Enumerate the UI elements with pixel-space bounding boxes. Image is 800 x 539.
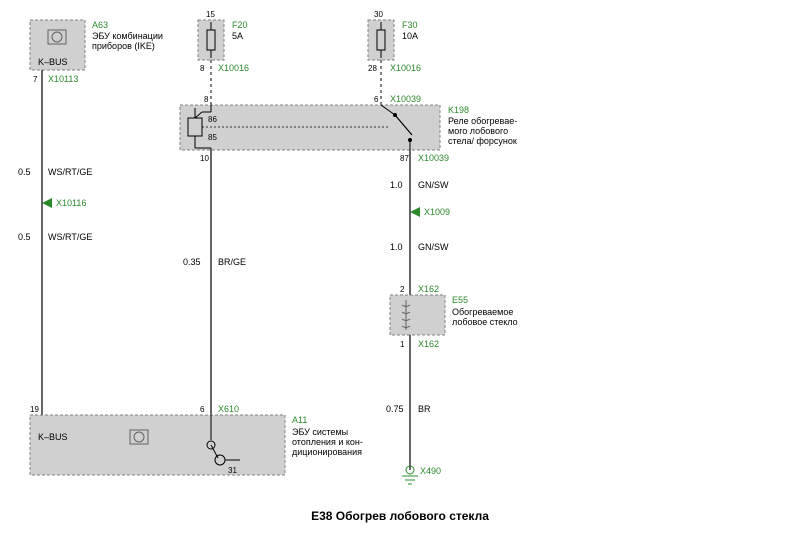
w1-pin7: 7 xyxy=(33,75,38,84)
a11-bus-label: K–BUS xyxy=(38,432,68,442)
w3-color-b: GN/SW xyxy=(418,242,449,252)
w4-gauge: 0.75 xyxy=(386,404,404,414)
k198-pin10: 10 xyxy=(200,154,209,163)
k198-pin86: 86 xyxy=(208,115,217,124)
a11-conn: X610 xyxy=(218,404,239,414)
w1-color-a: WS/RT/GE xyxy=(48,167,92,177)
component-k198 xyxy=(180,105,440,150)
component-e55 xyxy=(390,295,445,335)
k198-pin85: 85 xyxy=(208,133,217,142)
f20-desc: 5A xyxy=(232,31,243,41)
a11-ref: A11 xyxy=(292,415,307,425)
k198-desc-1: Реле обогревае- xyxy=(448,116,517,126)
w4-color: BR xyxy=(418,404,431,414)
diagram-title: E38 Обогрев лобового стекла xyxy=(311,509,489,523)
a63-desc-2: приборов (IKE) xyxy=(92,41,155,51)
k198-pin87: 87 xyxy=(400,154,409,163)
k198-desc-2: мого лобового xyxy=(448,126,508,136)
component-a11 xyxy=(30,415,285,475)
w2-color: BR/GE xyxy=(218,257,246,267)
a63-ref: A63 xyxy=(92,20,108,30)
f20-conn: X10016 xyxy=(218,63,249,73)
k198-pin8: 8 xyxy=(204,95,209,104)
a11-desc-1: ЭБУ системы xyxy=(292,427,348,437)
f20-ref: F20 xyxy=(232,20,248,30)
a11-pin31: 31 xyxy=(228,466,237,475)
f20-top-pin: 15 xyxy=(206,10,215,19)
w3-gauge-b: 1.0 xyxy=(390,242,403,252)
k198-ref: K198 xyxy=(448,105,469,115)
e55-pin-bot: 1 xyxy=(400,340,405,349)
f30-desc: 10A xyxy=(402,31,418,41)
w2-gauge: 0.35 xyxy=(183,257,201,267)
a11-desc-2: отопления и кон- xyxy=(292,437,363,447)
f30-ref: F30 xyxy=(402,20,418,30)
e55-conn-top: X162 xyxy=(418,284,439,294)
w3-mid-conn: X1009 xyxy=(424,207,450,217)
w4-ground: X490 xyxy=(420,466,441,476)
k198-pin6: 6 xyxy=(374,95,379,104)
w3-gauge-a: 1.0 xyxy=(390,180,403,190)
w1-color-b: WS/RT/GE xyxy=(48,232,92,242)
e55-conn-bot: X162 xyxy=(418,339,439,349)
k198-conn-bot: X10039 xyxy=(418,153,449,163)
e55-pin-top: 2 xyxy=(400,285,405,294)
f20-bot-pin: 8 xyxy=(200,64,205,73)
a63-bus-label: K–BUS xyxy=(38,57,68,67)
k198-conn-top: X10039 xyxy=(390,94,421,104)
e55-desc-2: лобовое стекло xyxy=(452,317,518,327)
f30-top-pin: 30 xyxy=(374,10,383,19)
e55-ref: E55 xyxy=(452,295,468,305)
w3-color-a: GN/SW xyxy=(418,180,449,190)
w1-mid-conn: X10116 xyxy=(56,198,86,208)
a11-desc-3: диционирования xyxy=(292,447,362,457)
w1-gauge-a: 0.5 xyxy=(18,167,31,177)
a63-desc-1: ЭБУ комбинации xyxy=(92,31,163,41)
f30-bot-pin: 28 xyxy=(368,64,377,73)
e55-desc-1: Обогреваемое xyxy=(452,307,513,317)
w1-gauge-b: 0.5 xyxy=(18,232,31,242)
k198-desc-3: стела/ форсунок xyxy=(448,136,517,146)
w2-pin6: 6 xyxy=(200,405,205,414)
w1-conn: X10113 xyxy=(48,74,78,84)
f30-conn: X10016 xyxy=(390,63,421,73)
w1-pin19: 19 xyxy=(30,405,39,414)
